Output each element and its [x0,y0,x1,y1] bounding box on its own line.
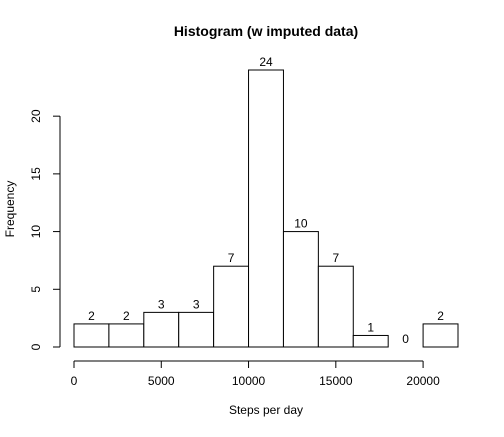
x-tick-label: 20000 [406,374,440,388]
bar-count-label: 24 [259,55,273,69]
histogram-bar [248,69,284,348]
histogram-bar [143,311,180,348]
bar-count-label: 3 [158,297,165,311]
histogram-bar [282,231,319,348]
bar-count-label: 1 [367,320,374,334]
x-axis: 0 5000 10000 15000 20000 [71,360,440,388]
bar-count-label: 10 [294,217,308,231]
histogram-bar [317,265,354,348]
bar-count-label: 0 [402,332,409,346]
bar-count-label: 2 [123,309,130,323]
bars-layer [73,69,459,348]
bar-count-label: 3 [193,297,200,311]
x-tick-label: 5000 [148,374,175,388]
x-axis-label: Steps per day [229,403,303,417]
x-tick-label: 10000 [232,374,266,388]
y-tick-label: 10 [29,225,43,239]
chart-title: Histogram (w imputed data) [174,23,358,39]
bar-count-label: 2 [437,309,444,323]
histogram-bar [108,323,145,348]
histogram-bar [422,323,459,348]
x-tick-label: 0 [71,374,78,388]
y-tick-label: 15 [29,167,43,181]
histogram-bar [73,323,110,348]
bar-count-label: 2 [88,309,95,323]
y-tick-label: 0 [29,343,43,350]
bar-count-label: 7 [228,251,235,265]
histogram-bar [213,265,250,348]
x-tick-label: 15000 [319,374,353,388]
y-axis: 0 5 10 15 20 [29,109,61,350]
y-axis-label: Frequency [3,181,17,238]
bar-count-label: 7 [332,251,339,265]
y-tick-label: 5 [29,286,43,293]
histogram-bar [352,334,389,348]
y-tick-label: 20 [29,109,43,123]
histogram-bar [178,311,215,348]
